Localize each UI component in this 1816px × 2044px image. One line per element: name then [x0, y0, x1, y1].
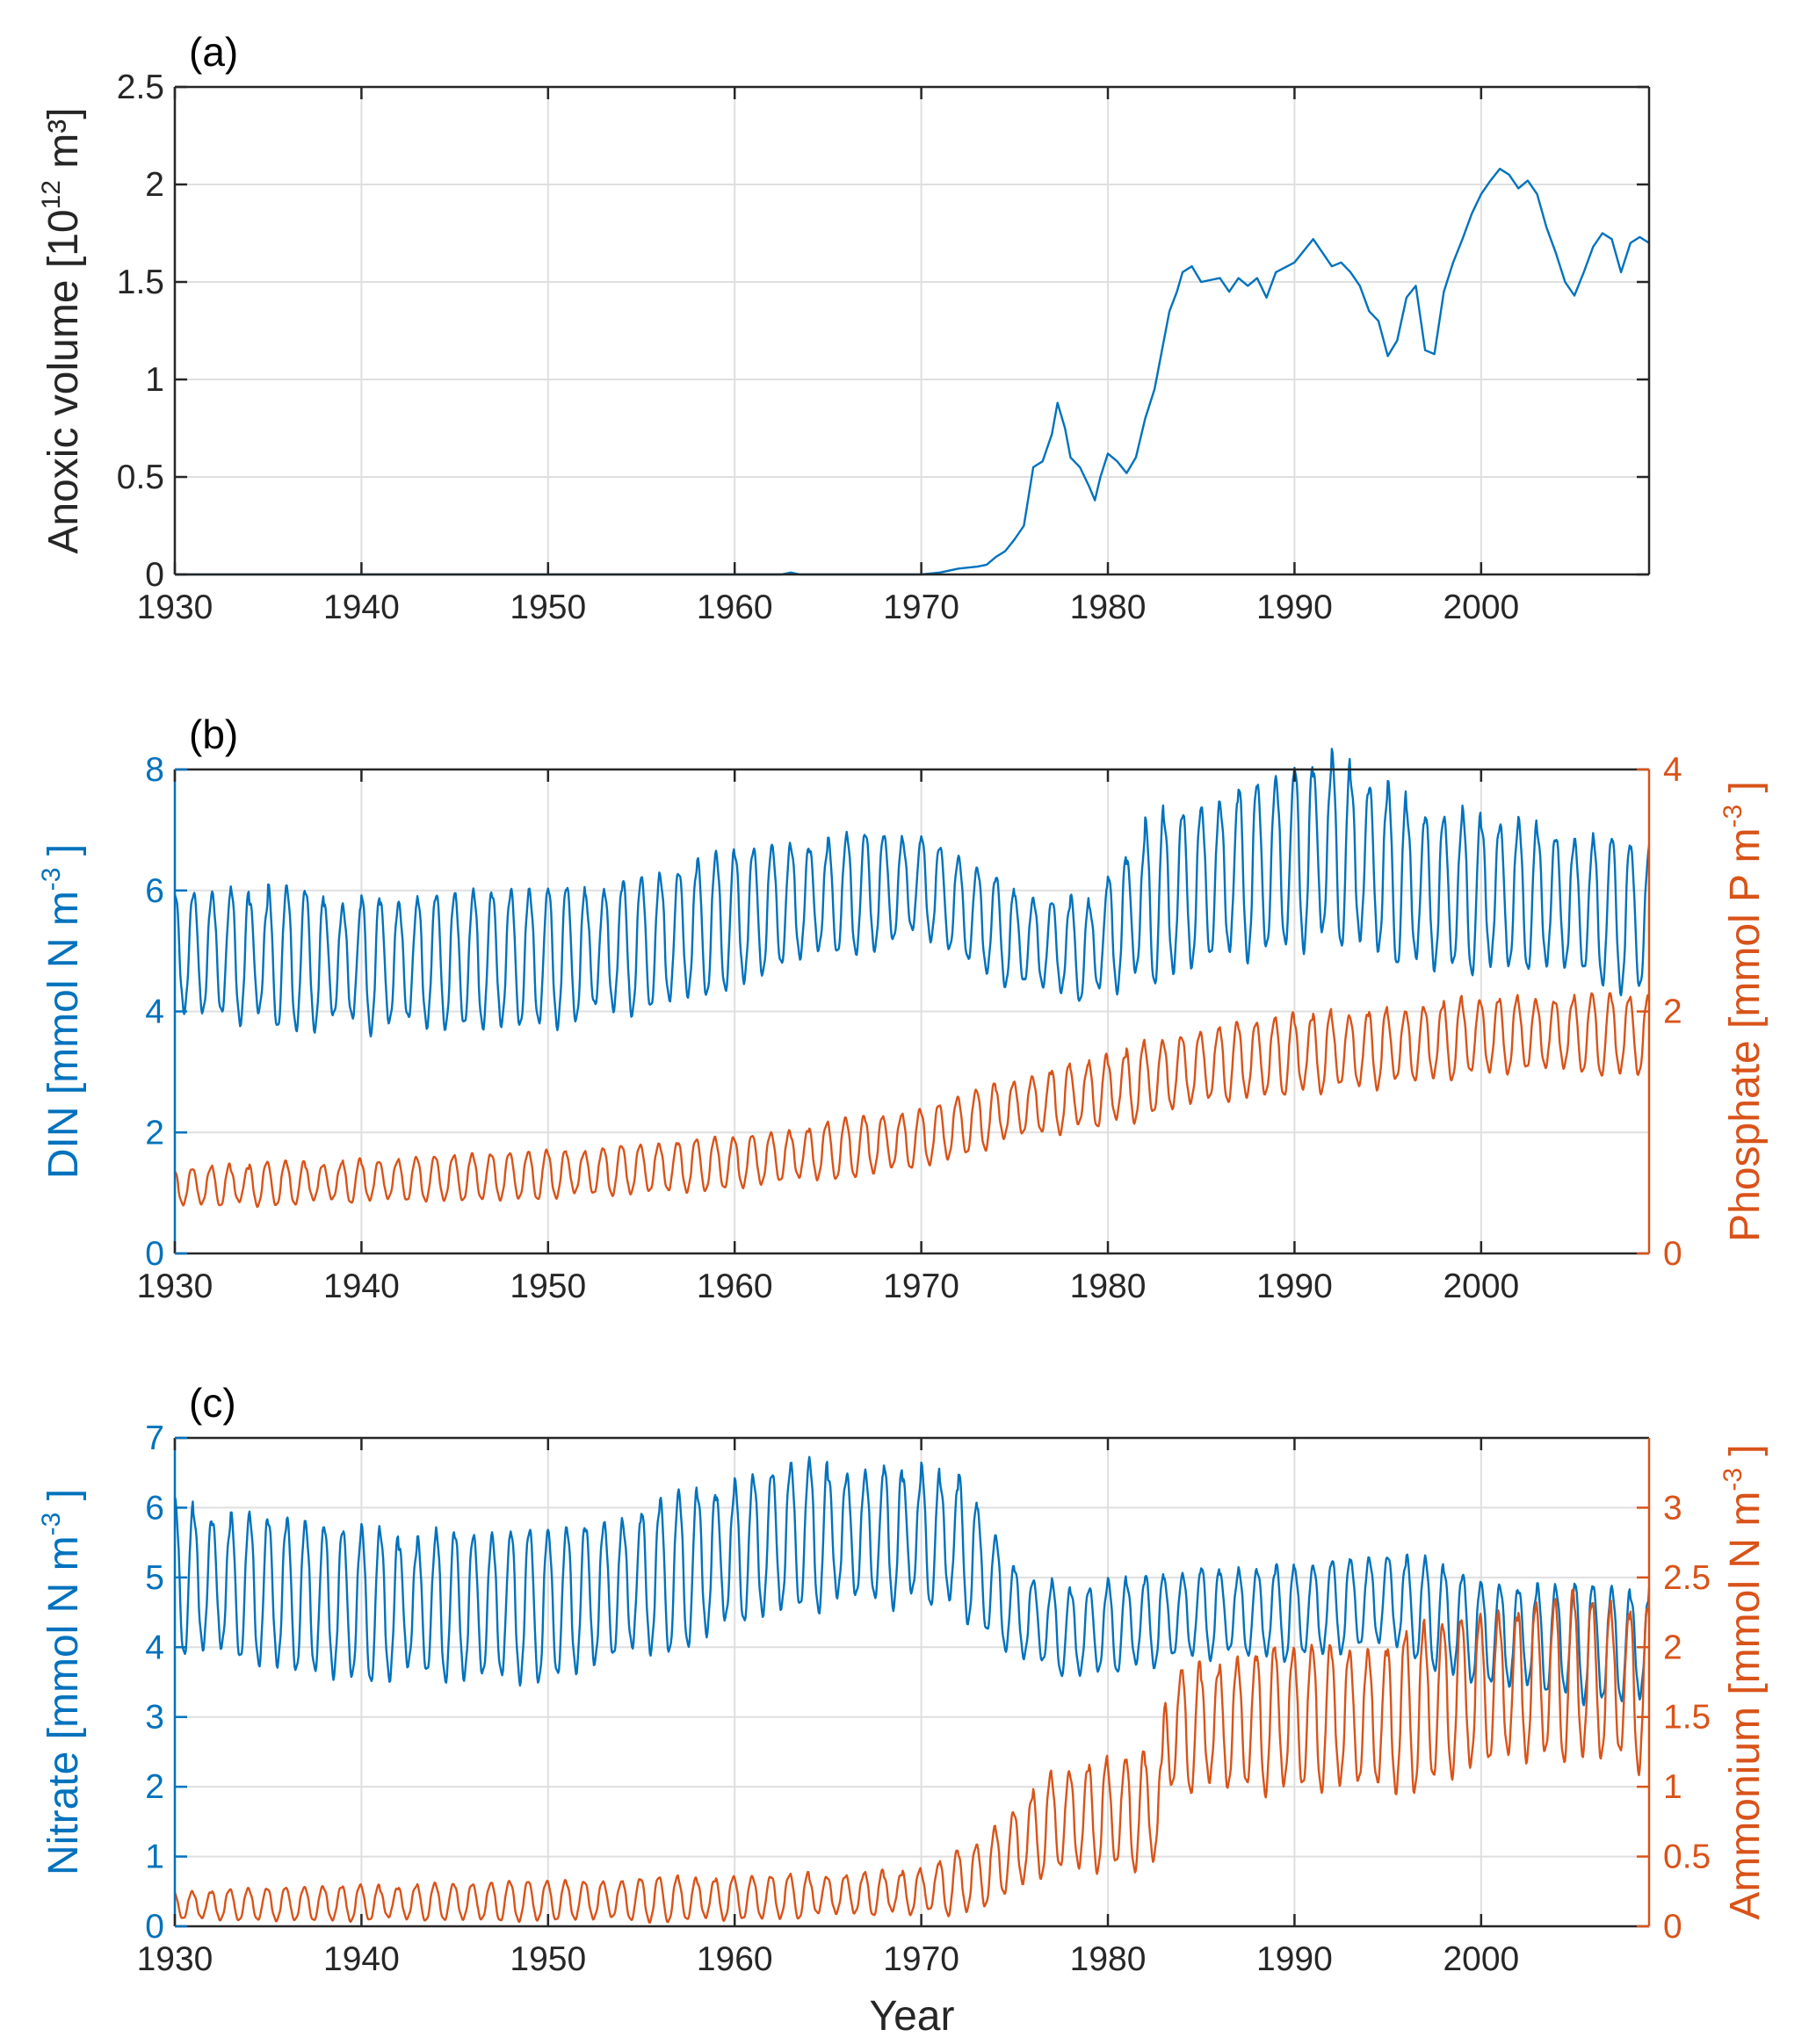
y-tick-label: 0.5 [117, 459, 164, 496]
y2-tick-label: 1 [1663, 1768, 1682, 1806]
y2-axis-label: Phosphate [mmol P m-3 ] [1718, 781, 1769, 1242]
x-tick-label: 1970 [883, 589, 959, 626]
y2-axis-label: Ammonium [mmol N m-3 ] [1718, 1444, 1769, 1919]
series-line-phosphate [173, 992, 1651, 1209]
y2-tick-label: 2.5 [1663, 1559, 1711, 1597]
y-tick-label: 1 [145, 1838, 164, 1876]
grid [174, 86, 1649, 575]
y2-tick-label: 0.5 [1663, 1838, 1711, 1876]
y2-tick-label: 2 [1663, 1629, 1682, 1666]
x-tick-label: 1950 [510, 1940, 586, 1978]
panel-label: (a) [189, 29, 238, 75]
x-tick-label: 1990 [1256, 1940, 1333, 1978]
y2-tick-label: 1.5 [1663, 1699, 1711, 1737]
y2-tick-label: 2 [1663, 993, 1682, 1031]
x-tick-label: 2000 [1443, 589, 1519, 626]
x-tick-label: 1960 [697, 1940, 773, 1978]
y2-tick-label: 0 [1663, 1235, 1682, 1273]
y-tick-label: 7 [145, 1419, 164, 1457]
x-axis-label: Year [870, 1993, 955, 2040]
series-line-ammonium [173, 1588, 1651, 1924]
panel-b: 1930 1940 1950 1960 1970 1980 1990 2000 0 2 4 6 8 0 2 4… [37, 711, 1769, 1305]
series-line-nitrate [173, 1455, 1651, 1707]
y-tick-label: 4 [145, 1629, 164, 1666]
y-tick-label: 5 [145, 1559, 164, 1597]
panel-c: 1930 1940 1950 1960 1970 1980 1990 2000 0 1 2 3 4 5 6 7… [37, 1380, 1769, 2040]
y2-tick-label: 4 [1663, 751, 1682, 789]
y-tick-label: 3 [145, 1699, 164, 1737]
x-tick-label: 1980 [1070, 1268, 1147, 1305]
x-tick-label: 1970 [883, 1940, 959, 1978]
y-tick-label: 0 [145, 556, 164, 594]
x-tick-label: 1970 [883, 1268, 959, 1305]
y2-tick-label: 3 [1663, 1489, 1682, 1527]
y-tick-label: 2.5 [117, 69, 164, 106]
panel-label: (b) [189, 711, 238, 757]
panel-a: 1930 1940 1950 1960 1970 1980 1990 2000 0 0.5 1 1.5… [37, 29, 1651, 626]
x-tick-label: 1950 [510, 1268, 586, 1305]
x-tick-label: 2000 [1443, 1268, 1519, 1305]
series-line-din [173, 748, 1651, 1038]
x-tick-label: 1950 [510, 589, 586, 626]
x-tick-label: 1980 [1070, 589, 1147, 626]
x-tick-label: 1990 [1256, 1268, 1333, 1305]
y-tick-label: 1 [145, 361, 164, 399]
panel-label: (c) [189, 1380, 236, 1426]
y-tick-label: 1.5 [117, 264, 164, 301]
x-tick-label: 1930 [137, 1940, 213, 1978]
y-tick-label: 8 [145, 751, 164, 789]
x-tick-label: 1940 [323, 589, 400, 626]
y2-tick-label: 0 [1663, 1908, 1682, 1946]
y-tick-label: 2 [145, 166, 164, 204]
y-axis-label: DIN [mmol N m-3 ] [37, 844, 87, 1179]
y-axis-label: Anoxic volume [1012 m³] [37, 107, 87, 553]
y-tick-label: 4 [145, 993, 164, 1031]
series-line-anoxic-volume [175, 168, 1650, 576]
x-tick-label: 1930 [137, 1268, 213, 1305]
x-tick-label: 1940 [323, 1940, 400, 1978]
x-tick-label: 1960 [697, 1268, 773, 1305]
x-tick-label: 1930 [137, 589, 213, 626]
x-tick-label: 1960 [697, 589, 773, 626]
x-tick-label: 1980 [1070, 1940, 1147, 1978]
y-tick-label: 6 [145, 1489, 164, 1527]
x-tick-label: 2000 [1443, 1940, 1519, 1978]
y-axis-label: Nitrate [mmol N m-3 ] [37, 1489, 87, 1875]
y-tick-label: 6 [145, 872, 164, 910]
x-tick-label: 1990 [1256, 589, 1333, 626]
y-tick-label: 2 [145, 1114, 164, 1152]
y-tick-label: 2 [145, 1768, 164, 1806]
x-tick-label: 1940 [323, 1268, 400, 1305]
y-tick-label: 0 [145, 1908, 164, 1946]
y-tick-label: 0 [145, 1235, 164, 1273]
